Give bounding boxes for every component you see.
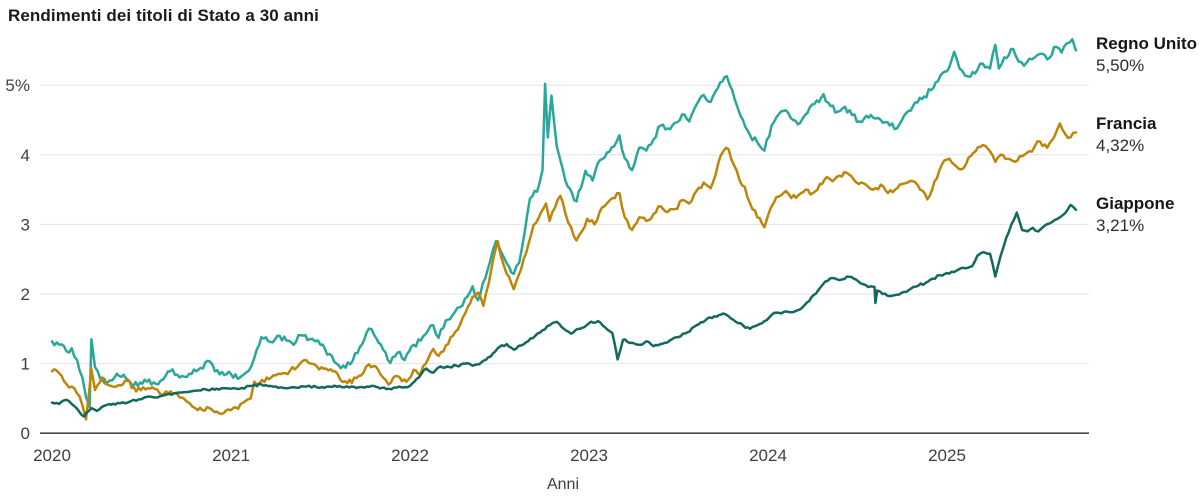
legend-value: 5,50% <box>1096 56 1145 75</box>
legend-name: Giappone <box>1096 194 1175 213</box>
y-tick-label: 4 <box>21 146 30 165</box>
x-tick-label: 2024 <box>749 446 787 465</box>
y-tick-label: 5% <box>5 76 30 95</box>
x-tick-label: 2022 <box>391 446 429 465</box>
legend-value: 4,32% <box>1096 136 1145 155</box>
series-line-giappone <box>50 203 1078 418</box>
legend-value: 3,21% <box>1096 216 1145 235</box>
legend-entry-regno-unito: Regno Unito 5,50% <box>1096 34 1200 76</box>
x-tick-label: 2020 <box>33 446 71 465</box>
gridlines <box>40 84 1089 365</box>
y-tick-label: 0 <box>21 424 30 443</box>
y-tick-label: 3 <box>21 215 30 234</box>
legend-name: Francia <box>1096 114 1157 133</box>
legend-name: Regno Unito <box>1096 34 1198 53</box>
tick-labels: 0 1 2 3 4 5% 2020 2021 2022 2023 2024 2025 <box>5 76 965 465</box>
series-line-regno-unito <box>50 38 1078 409</box>
chart-title: Rendimenti dei titoli di Stato a 30 anni <box>8 6 319 25</box>
y-tick-label: 2 <box>21 285 30 304</box>
x-axis-title: Anni <box>547 476 579 493</box>
x-tick-label: 2023 <box>570 446 608 465</box>
legend-entry-francia: Francia 4,32% <box>1096 114 1200 156</box>
series-lines <box>50 38 1078 421</box>
series-line-francia <box>50 122 1078 421</box>
x-tick-label: 2025 <box>928 446 966 465</box>
x-tick-label: 2021 <box>212 446 250 465</box>
legend-entry-giappone: Giappone 3,21% <box>1096 194 1200 236</box>
y-tick-label: 1 <box>21 355 30 374</box>
